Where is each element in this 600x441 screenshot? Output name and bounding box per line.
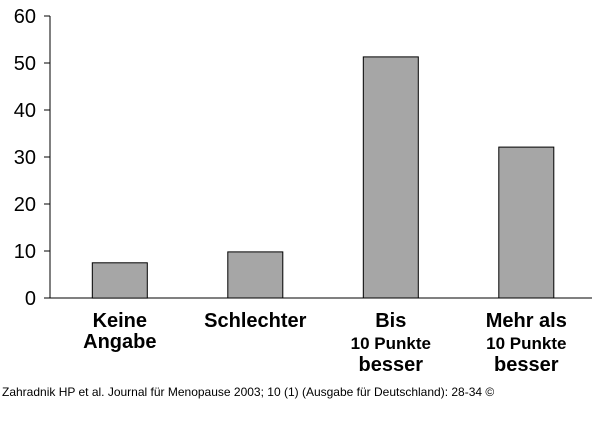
y-tick-label: 10 (14, 241, 36, 263)
y-tick-label: 40 (14, 100, 36, 122)
x-category-label: 10 Punkte (486, 334, 566, 353)
y-tick-label: 30 (14, 147, 36, 169)
x-category-label: Keine (93, 310, 147, 332)
x-category-label: Mehr als (486, 310, 567, 332)
y-tick-label: 50 (14, 53, 36, 75)
bars (91, 56, 555, 299)
bar (362, 56, 419, 299)
y-tick-label: 60 (14, 6, 36, 28)
y-tick-label: 0 (25, 288, 36, 310)
bar (227, 251, 284, 299)
source-note: Zahradnik HP et al. Journal für Menopaus… (2, 385, 495, 399)
x-category-label: Schlechter (204, 310, 306, 332)
x-category-label: Bis (375, 310, 406, 332)
x-category-label: Angabe (83, 331, 156, 353)
y-tick-label: 20 (14, 194, 36, 216)
x-category-label: besser (494, 354, 559, 376)
x-category-label: besser (359, 354, 424, 376)
x-category-label: 10 Punkte (351, 334, 431, 353)
bar (91, 262, 148, 299)
bar (498, 146, 555, 299)
y-axis: 0 10 20 30 40 50 60 (14, 6, 592, 310)
